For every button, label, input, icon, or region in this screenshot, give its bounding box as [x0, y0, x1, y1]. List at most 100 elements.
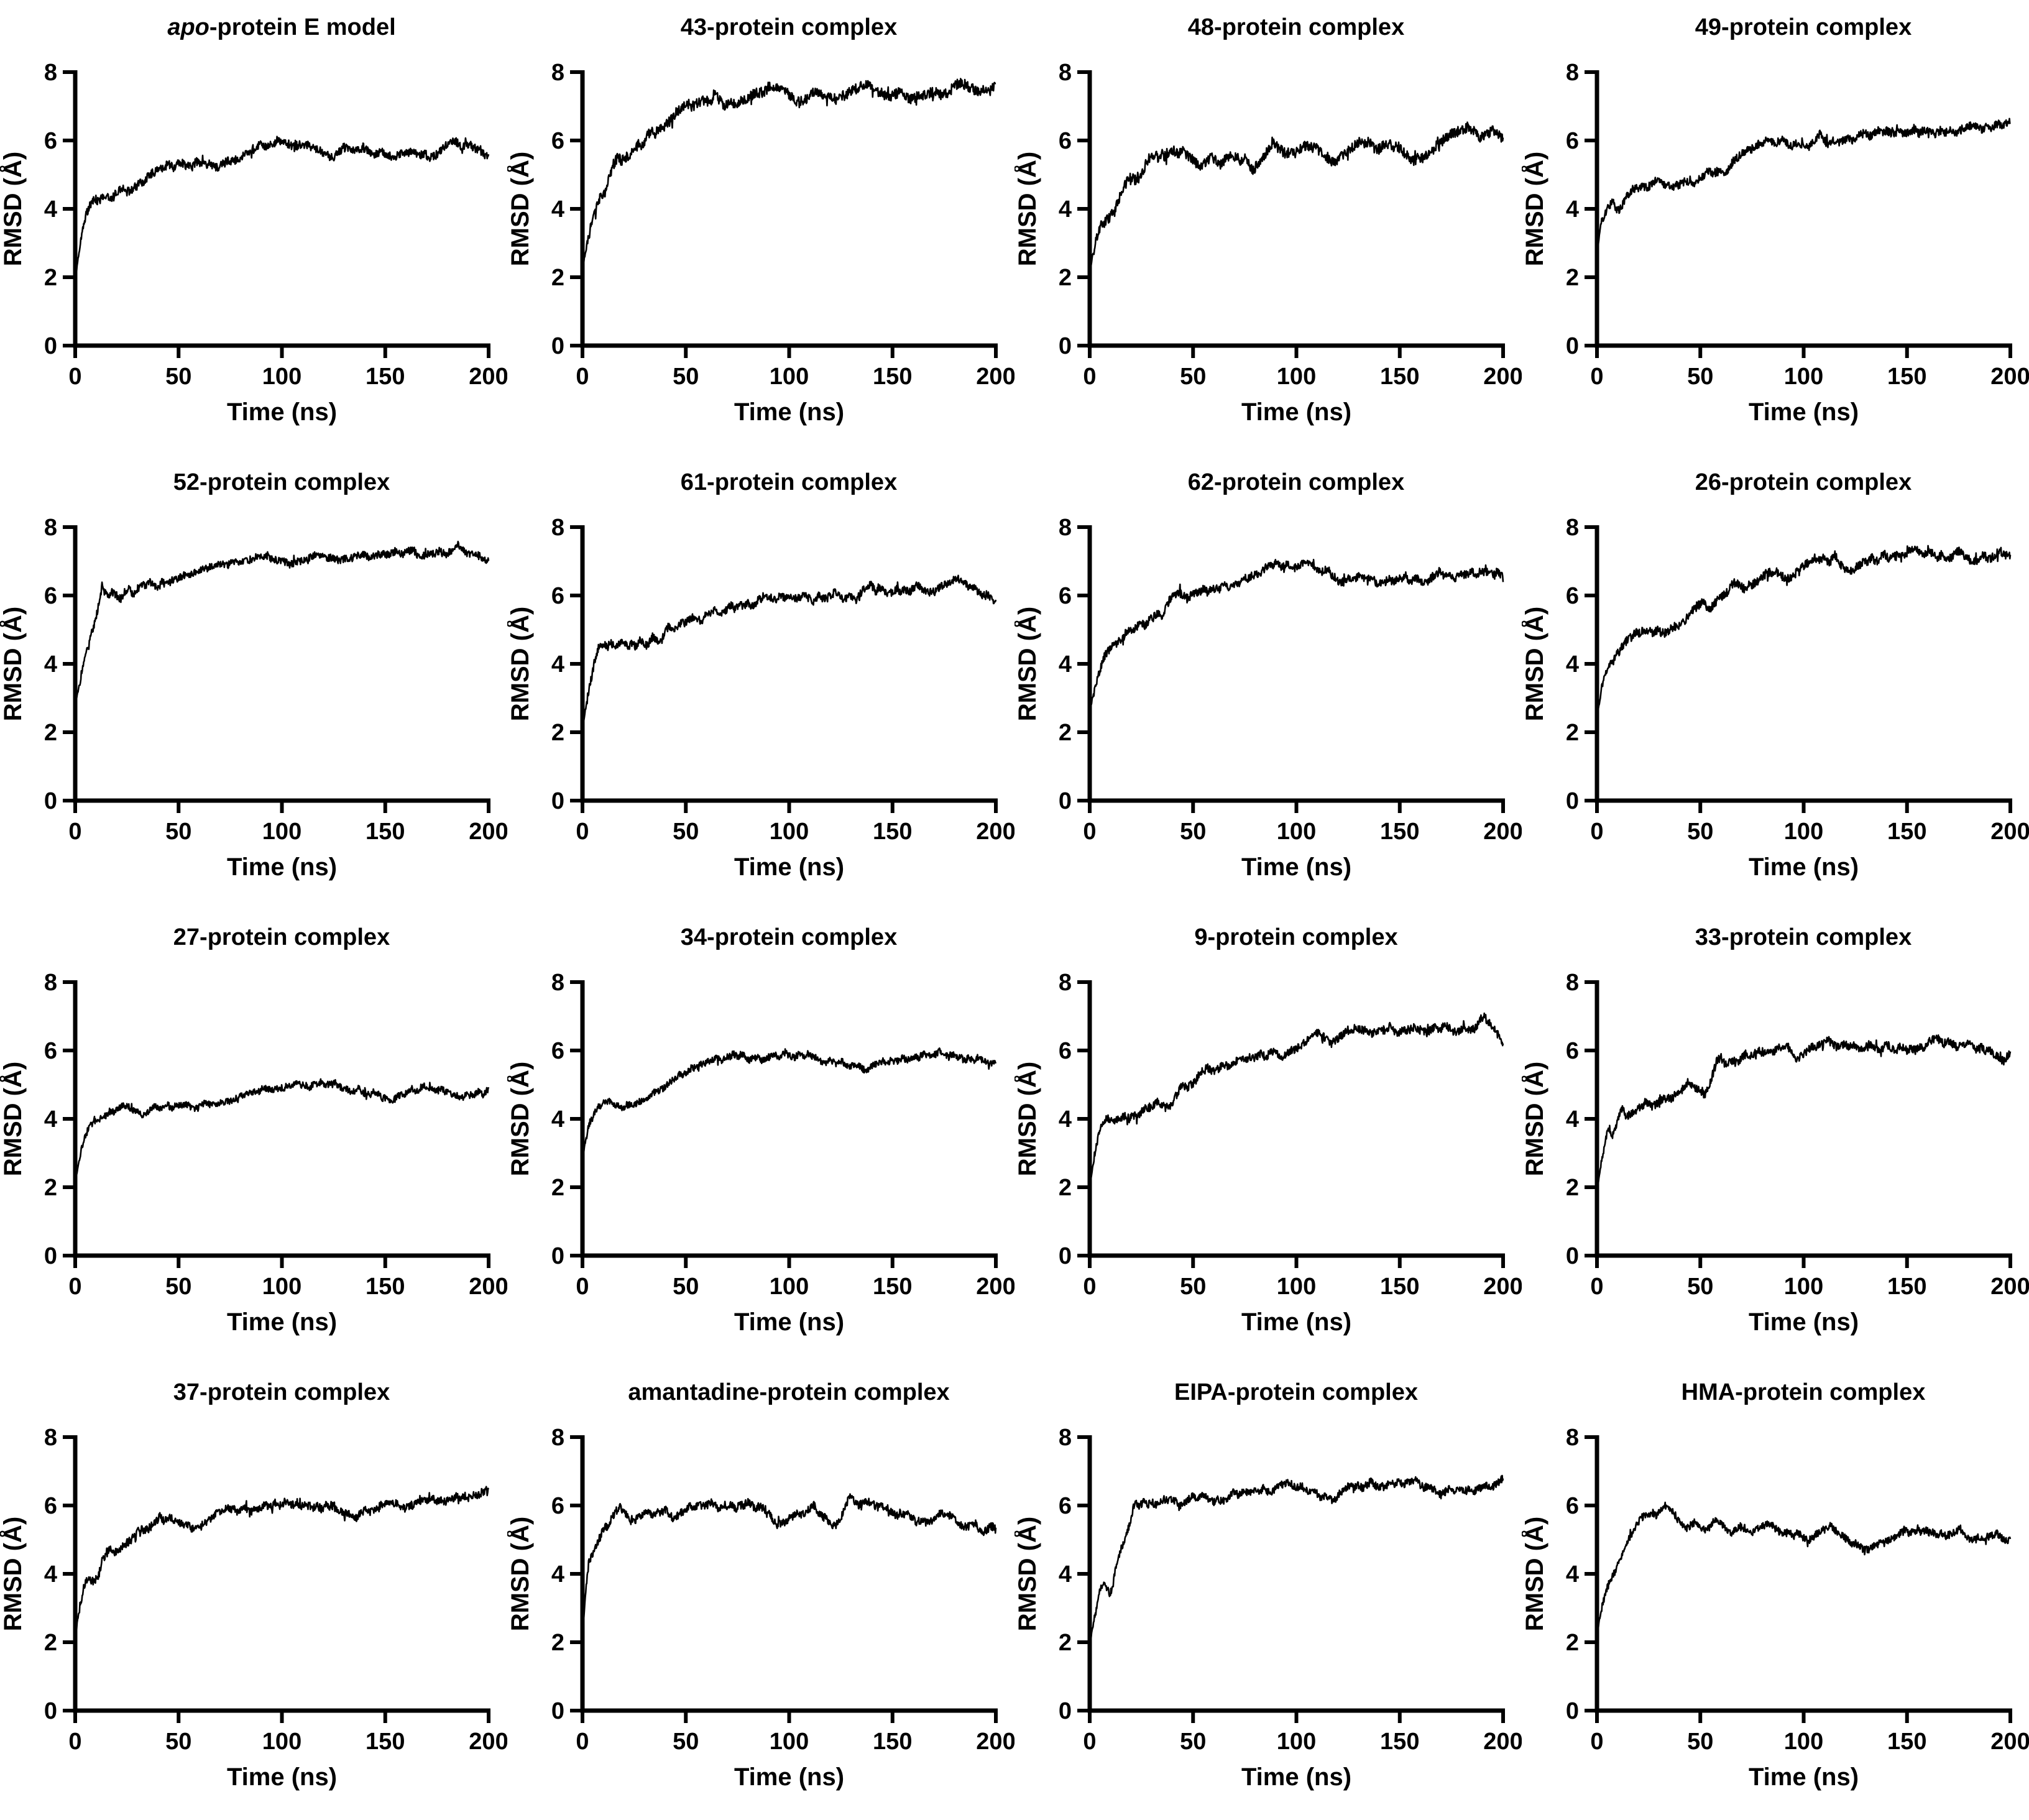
axes-frame: [1087, 980, 1505, 1258]
x-tick-label: 200: [1990, 364, 2029, 390]
y-tick-label: 6: [551, 1493, 564, 1519]
x-tick-label: 50: [165, 819, 191, 845]
y-tick-label: 8: [44, 1425, 57, 1451]
x-tick-label: 0: [68, 819, 81, 845]
rmsd-trace: [1596, 545, 2012, 716]
y-tick-label: 4: [551, 1561, 564, 1588]
x-tick-label: 150: [1380, 1729, 1419, 1755]
subplot-title: 62-protein complex: [1188, 469, 1404, 495]
x-tick-label: 150: [1887, 364, 1926, 390]
y-tick-label: 2: [44, 720, 57, 746]
subplot-9-protein-complex: 9-protein complex 0 2 4 6 8 0 50 100 150 200 Time (…: [1014, 910, 1522, 1365]
subplot-title: 26-protein complex: [1695, 469, 1912, 495]
chart-canvas: 33-protein complex 0 2 4 6 8 0 50 100 150 200 Time …: [1522, 924, 2029, 1336]
y-tick-label: 4: [44, 196, 57, 223]
x-tick-label: 150: [366, 1274, 405, 1300]
x-axis-label: Time (ns): [1241, 1308, 1351, 1336]
x-tick-label: 0: [1590, 1274, 1603, 1300]
rmsd-trace: [1088, 1012, 1504, 1188]
x-tick-label: 150: [366, 1729, 405, 1755]
axes-frame: [1594, 980, 2012, 1258]
axes-frame: [580, 70, 998, 348]
x-tick-label: 0: [1590, 819, 1603, 845]
y-axis-label: RMSD (Å): [1014, 152, 1041, 266]
y-tick-label: 8: [44, 515, 57, 541]
x-tick-label: 200: [1990, 1274, 2029, 1300]
y-tick-label: 4: [551, 196, 564, 223]
x-tick-label: 50: [1180, 364, 1206, 390]
y-tick-label: 4: [1059, 1106, 1072, 1133]
y-tick-label: 2: [1059, 1175, 1072, 1201]
subplot-title: 48-protein complex: [1188, 14, 1404, 40]
y-tick-label: 0: [44, 333, 57, 359]
subplot-title: EIPA-protein complex: [1174, 1379, 1418, 1405]
y-tick-label: 4: [1566, 1561, 1579, 1588]
x-tick-label: 100: [1784, 819, 1823, 845]
y-tick-label: 4: [1059, 651, 1072, 678]
axes-frame: [73, 980, 490, 1258]
x-axis-label: Time (ns): [734, 398, 844, 426]
y-tick-label: 2: [1059, 1630, 1072, 1656]
x-axis-label: Time (ns): [734, 1763, 844, 1791]
subplot-title: 43-protein complex: [681, 14, 897, 40]
x-tick-label: 150: [1887, 819, 1926, 845]
y-tick-label: 6: [1566, 583, 1579, 609]
x-tick-label: 200: [1990, 819, 2029, 845]
x-tick-label: 0: [68, 1274, 81, 1300]
x-axis-label: Time (ns): [227, 398, 337, 426]
subplot-37-protein-complex: 37-protein complex 0 2 4 6 8 0 50 100 150 200 Time …: [0, 1365, 507, 1820]
x-tick-label: 0: [68, 364, 81, 390]
y-tick-label: 8: [44, 60, 57, 86]
subplot-61-protein-complex: 61-protein complex 0 2 4 6 8 0 50 100 150 200 Time …: [507, 455, 1014, 910]
x-tick-label: 50: [673, 1729, 699, 1755]
y-tick-label: 0: [551, 788, 564, 814]
x-tick-label: 100: [1784, 1274, 1823, 1300]
rmsd-trace: [581, 1047, 997, 1161]
x-tick-label: 0: [1083, 1729, 1096, 1755]
x-tick-label: 50: [1180, 819, 1206, 845]
y-tick-label: 2: [44, 1175, 57, 1201]
subplot-34-protein-complex: 34-protein complex 0 2 4 6 8 0 50 100 150 200 Time …: [507, 910, 1014, 1365]
subplot-33-protein-complex: 33-protein complex 0 2 4 6 8 0 50 100 150 200 Time …: [1522, 910, 2029, 1365]
chart-canvas: apo-protein E model 0 2 4 6 8 0 50 100 150 200 Time…: [0, 14, 507, 426]
x-tick-label: 0: [1590, 364, 1603, 390]
x-tick-label: 150: [873, 364, 912, 390]
y-tick-label: 8: [551, 60, 564, 86]
rmsd-trace: [1596, 1501, 2012, 1638]
x-tick-label: 200: [469, 1729, 507, 1755]
x-axis-label: Time (ns): [227, 1763, 337, 1791]
y-tick-label: 0: [44, 1243, 57, 1269]
x-axis-label: Time (ns): [227, 1308, 337, 1336]
axes-frame: [1087, 1435, 1505, 1713]
y-tick-label: 2: [551, 720, 564, 746]
axes-frame: [580, 980, 998, 1258]
x-tick-label: 50: [165, 1729, 191, 1755]
y-axis-label: RMSD (Å): [507, 152, 534, 266]
y-tick-label: 4: [1566, 196, 1579, 223]
subplot-title: 37-protein complex: [173, 1379, 390, 1405]
rmsd-trace: [1596, 1034, 2012, 1190]
axes-frame: [73, 525, 490, 803]
subplot-apo-protein-e-model: apo-protein E model 0 2 4 6 8 0 50 100 150 200 Time…: [0, 0, 507, 455]
y-tick-label: 4: [551, 651, 564, 678]
subplot-hma-protein-complex: HMA-protein complex 0 2 4 6 8 0 50 100 150 200 Time…: [1522, 1365, 2029, 1820]
x-tick-label: 50: [1687, 819, 1713, 845]
y-tick-label: 4: [551, 1106, 564, 1133]
y-tick-label: 2: [1566, 265, 1579, 291]
x-tick-label: 100: [1277, 364, 1316, 390]
rmsd-trace: [581, 574, 997, 733]
subplot-title: 49-protein complex: [1695, 14, 1912, 40]
y-axis-label: RMSD (Å): [507, 607, 534, 721]
y-tick-label: 2: [44, 265, 57, 291]
y-tick-label: 8: [1566, 970, 1579, 996]
subplot-title: 33-protein complex: [1695, 924, 1912, 950]
y-tick-label: 6: [1059, 128, 1072, 154]
x-tick-label: 0: [576, 364, 589, 390]
x-tick-label: 0: [576, 1274, 589, 1300]
chart-canvas: amantadine-protein complex 0 2 4 6 8 0 50 100 150…: [507, 1379, 1014, 1791]
chart-canvas: 9-protein complex 0 2 4 6 8 0 50 100 150 200 Time (…: [1014, 924, 1522, 1336]
y-axis-label: RMSD (Å): [1522, 1062, 1548, 1176]
x-tick-label: 0: [68, 1729, 81, 1755]
axes-frame: [1594, 525, 2012, 803]
